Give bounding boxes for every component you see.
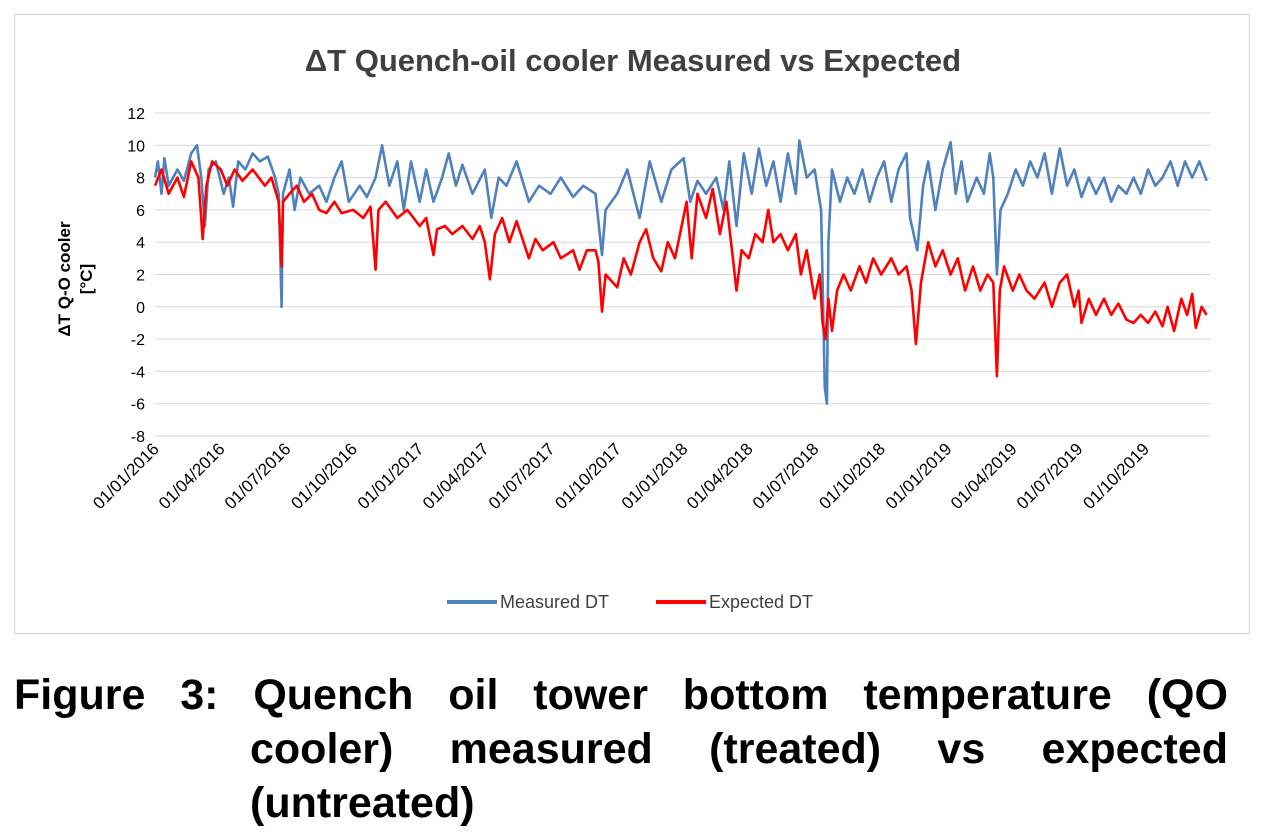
x-tick-label: 01/10/2019 bbox=[1079, 439, 1153, 513]
y-axis-title-line1: ΔT Q-O cooler bbox=[55, 221, 74, 337]
chart-container: ΔT Quench-oil cooler Measured vs Expecte… bbox=[14, 14, 1250, 634]
chart-title: ΔT Quench-oil cooler Measured vs Expecte… bbox=[305, 43, 961, 78]
caption-word: bottom bbox=[682, 671, 829, 719]
y-tick-label: 0 bbox=[136, 300, 145, 317]
y-axis-title-line2: [°C] bbox=[77, 264, 96, 294]
x-tick-label: 01/07/2017 bbox=[485, 439, 559, 513]
caption-line-1: Figure 3: Quench oil tower bottom temperature (… bbox=[14, 668, 1228, 722]
x-tick-label: 01/01/2018 bbox=[618, 439, 692, 513]
x-tick-label: 01/04/2016 bbox=[155, 439, 229, 513]
caption-word: temperature bbox=[863, 671, 1112, 719]
caption-line-2: cooler) measured (treated) vs expected bbox=[14, 722, 1228, 776]
caption-word: expected bbox=[1041, 725, 1228, 773]
x-tick-label: 01/10/2016 bbox=[287, 439, 361, 513]
caption-line-3: (untreated) bbox=[250, 779, 475, 827]
x-tick-label: 01/04/2018 bbox=[683, 439, 757, 513]
y-tick-label: 2 bbox=[136, 268, 145, 285]
caption-word: (treated) bbox=[709, 725, 882, 773]
y-tick-label: 8 bbox=[136, 171, 145, 188]
caption-word: vs bbox=[937, 725, 986, 773]
legend-label-measured: Measured DT bbox=[500, 592, 609, 612]
series-line-expected bbox=[153, 160, 1208, 378]
y-tick-label: 10 bbox=[127, 138, 145, 155]
y-tick-label: 4 bbox=[136, 235, 145, 252]
y-tick-label: -4 bbox=[131, 364, 145, 381]
caption-word: 3: bbox=[180, 671, 219, 719]
gridlines bbox=[155, 112, 1211, 437]
x-tick-label: 01/01/2017 bbox=[354, 439, 428, 513]
legend: Measured DT Expected DT bbox=[447, 592, 813, 612]
line-chart: ΔT Quench-oil cooler Measured vs Expecte… bbox=[55, 43, 1211, 612]
figure-caption: Figure 3: Quench oil tower bottom temperature (… bbox=[14, 668, 1228, 830]
y-tick-label: 12 bbox=[127, 106, 145, 123]
x-tick-label: 01/04/2017 bbox=[419, 439, 493, 513]
caption-word: Figure bbox=[14, 671, 146, 719]
caption-word: cooler) bbox=[250, 725, 394, 773]
y-tick-label: -6 bbox=[131, 397, 145, 414]
caption-word: tower bbox=[533, 671, 648, 719]
x-tick-label: 01/07/2016 bbox=[221, 439, 295, 513]
y-tick-label: 6 bbox=[136, 203, 145, 220]
legend-label-expected: Expected DT bbox=[709, 592, 813, 612]
caption-word: measured bbox=[449, 725, 653, 773]
x-tick-label: 01/04/2019 bbox=[947, 439, 1021, 513]
x-tick-label: 01/10/2018 bbox=[815, 439, 889, 513]
y-axis-ticks: -8 -6 -4 -2 0 2 4 6 8 10 12 bbox=[127, 106, 145, 446]
y-tick-label: -2 bbox=[131, 332, 145, 349]
y-axis-title: ΔT Q-O cooler [°C] bbox=[55, 221, 96, 337]
x-axis-ticks: 01/01/201601/04/201601/07/201601/10/2016… bbox=[89, 439, 1153, 513]
caption-word: (QO bbox=[1146, 671, 1228, 719]
x-tick-label: 01/01/2016 bbox=[89, 439, 163, 513]
x-tick-label: 01/07/2018 bbox=[749, 439, 823, 513]
series-lines bbox=[153, 139, 1208, 406]
caption-word: oil bbox=[448, 671, 499, 719]
caption-word: Quench bbox=[253, 671, 414, 719]
series-line-measured bbox=[153, 139, 1208, 406]
x-tick-label: 01/07/2019 bbox=[1013, 439, 1087, 513]
x-tick-label: 01/01/2019 bbox=[882, 439, 956, 513]
x-tick-label: 01/10/2017 bbox=[551, 439, 625, 513]
y-tick-label: -8 bbox=[131, 429, 145, 446]
